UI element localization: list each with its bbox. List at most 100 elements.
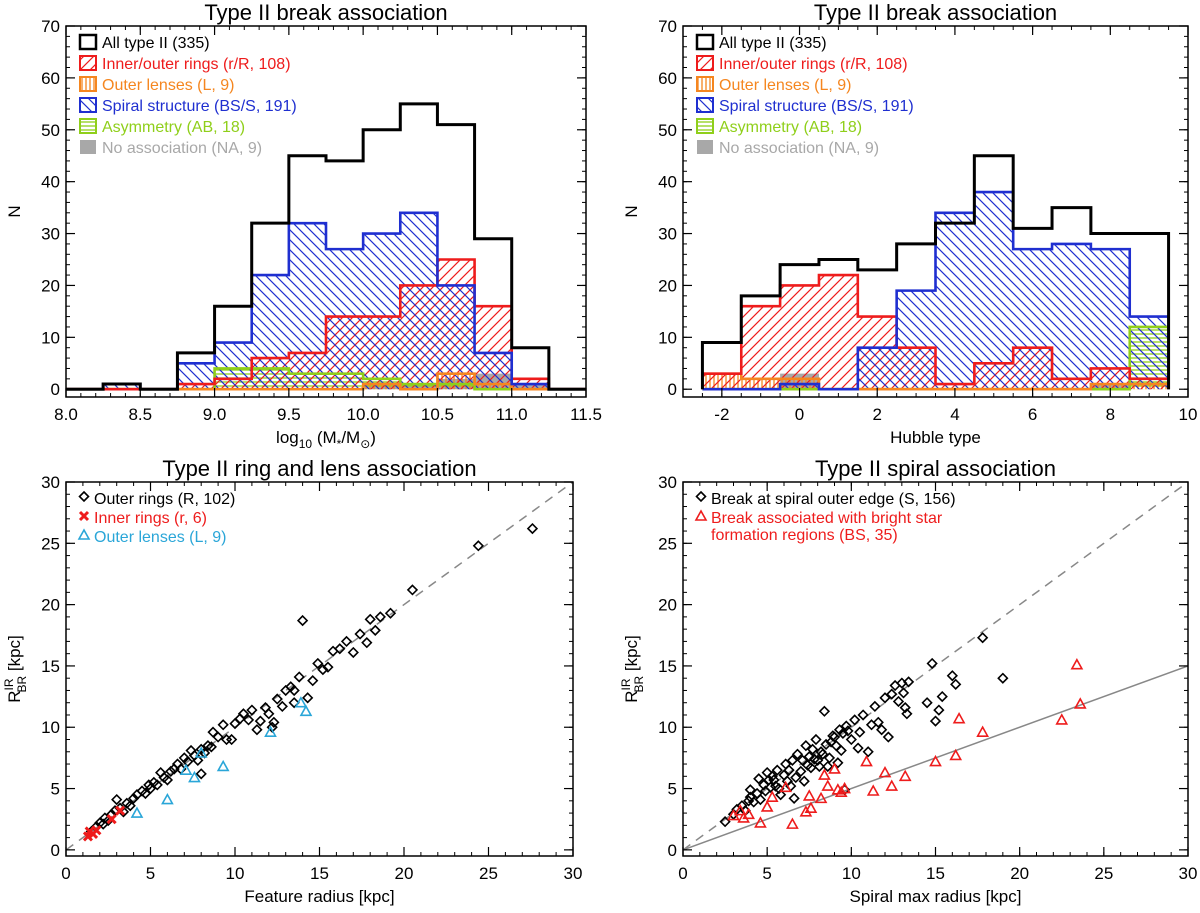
- y-axis-label: RIRBR [kpc]: [619, 635, 646, 703]
- point-triangle: [838, 781, 851, 794]
- point-diamond: [926, 657, 938, 670]
- point-triangle: [754, 816, 767, 828]
- y-axis-label-main: R: [5, 691, 24, 703]
- point-triangle: [949, 748, 963, 761]
- x-tick-label: 10: [842, 864, 861, 883]
- point-diamond: [790, 771, 802, 784]
- point-triangle: [765, 790, 779, 802]
- point-diamond: [111, 793, 123, 806]
- plot-area: [700, 154, 1171, 391]
- chart-title: Type II ring and lens association: [162, 456, 476, 481]
- point-diamond: [472, 540, 484, 552]
- point-diamond: [845, 733, 857, 746]
- point-diamond: [251, 724, 263, 736]
- x-tick-label: 10.0: [347, 405, 380, 424]
- legend-marker-triangle: [77, 528, 91, 540]
- x-tick-label: 9.0: [203, 405, 227, 424]
- point-diamond: [788, 792, 800, 804]
- chart-title: Type II spiral association: [815, 456, 1056, 481]
- x-tick-label: 25: [1094, 864, 1113, 883]
- x-tick-label: 0: [61, 864, 70, 883]
- point-diamond: [526, 522, 539, 535]
- y-tick-label: 20: [41, 276, 60, 295]
- point-diamond: [818, 705, 831, 717]
- y-tick-label: 0: [668, 841, 677, 860]
- point-diamond: [384, 607, 397, 619]
- plot-area: [66, 102, 586, 391]
- point-diamond: [832, 757, 844, 769]
- x-tick-label: 30: [1179, 864, 1198, 883]
- hist-outline-1: [701, 273, 1170, 390]
- point-diamond: [876, 724, 888, 736]
- point-diamond: [840, 720, 852, 732]
- y-tick-label: 70: [658, 17, 677, 36]
- point-diamond: [766, 770, 778, 782]
- x-axis-label-part: /M: [341, 428, 360, 447]
- point-diamond: [808, 753, 820, 765]
- legend-marker-triangle: [694, 509, 708, 521]
- x-tick-label: 15: [310, 864, 329, 883]
- point-triangle: [821, 779, 835, 791]
- legend-swatch-5: [80, 140, 96, 154]
- point-diamond: [143, 779, 155, 791]
- point-diamond: [246, 704, 258, 716]
- point-diamond: [773, 782, 785, 795]
- x-axis-label: Spiral max radius [kpc]: [850, 887, 1022, 906]
- point-diamond: [828, 731, 841, 743]
- point-diamond: [783, 764, 795, 776]
- point-diamond: [288, 697, 300, 709]
- y-tick-label: 30: [658, 473, 677, 492]
- legend-label: Inner/outer rings (r/R, 108): [102, 56, 291, 73]
- legend-swatch-0: [695, 33, 715, 51]
- point-diamond: [242, 714, 255, 726]
- point-diamond: [830, 740, 842, 752]
- point-diamond: [854, 726, 866, 738]
- x-axis-label: Hubble type: [890, 428, 981, 447]
- x-axis-label-part: ): [370, 428, 376, 447]
- x-tick-label: 5: [762, 864, 771, 883]
- legend-label: Break at spiral outer edge (S, 156): [711, 491, 956, 508]
- point-diamond: [882, 731, 894, 743]
- point-triangle: [1055, 713, 1069, 725]
- y-axis-label: RIRBR [kpc]: [2, 635, 29, 703]
- point-diamond: [820, 738, 832, 751]
- point-triangle: [878, 765, 892, 778]
- x-tick-label: 4: [950, 405, 959, 424]
- x-tick-label: 6: [1028, 405, 1037, 424]
- point-diamond: [165, 765, 177, 778]
- point-diamond: [364, 613, 376, 625]
- point-diamond: [798, 775, 810, 787]
- x-tick-label: 5: [146, 864, 155, 883]
- point-triangle: [1070, 658, 1084, 670]
- point-diamond: [288, 684, 300, 697]
- legend-label: Asymmetry (AB, 18): [102, 119, 245, 136]
- point-diamond: [791, 748, 804, 760]
- hist-outline-0: [66, 102, 586, 391]
- point-diamond: [322, 661, 334, 673]
- chart-panel-2: Type II ring and lens association 0 5 10 15 2…: [2, 456, 582, 906]
- point-diamond: [217, 719, 229, 731]
- point-diamond: [312, 657, 324, 670]
- point-diamond: [195, 768, 207, 780]
- point-diamond: [268, 716, 280, 728]
- point-triangle: [760, 800, 774, 812]
- x-tick-label: 11.0: [496, 405, 528, 424]
- point-diamond: [254, 715, 266, 727]
- point-diamond: [812, 754, 824, 766]
- y-tick-label: 5: [668, 780, 677, 799]
- chart-title: Type II break association: [814, 0, 1057, 25]
- chart-panel-3: Type II spiral association 0 5 10 15 20 25 30 0 5…: [619, 456, 1197, 906]
- y-axis-label-main: R: [622, 691, 641, 703]
- legend-label: Asymmetry (AB, 18): [719, 119, 862, 136]
- point-diamond: [897, 687, 910, 699]
- x-tick-label: 8.5: [128, 405, 152, 424]
- x-tick-label: 0: [678, 864, 687, 883]
- point-diamond: [276, 700, 288, 713]
- y-tick-label: 0: [51, 841, 60, 860]
- legend-label: Inner rings (r, 6): [94, 510, 207, 527]
- point-diamond: [271, 693, 283, 705]
- point-triangle: [802, 789, 816, 801]
- y-tick-label: 50: [41, 121, 60, 140]
- y-axis-label-sup: IR: [2, 678, 16, 690]
- x-tick-label: 0: [795, 405, 804, 424]
